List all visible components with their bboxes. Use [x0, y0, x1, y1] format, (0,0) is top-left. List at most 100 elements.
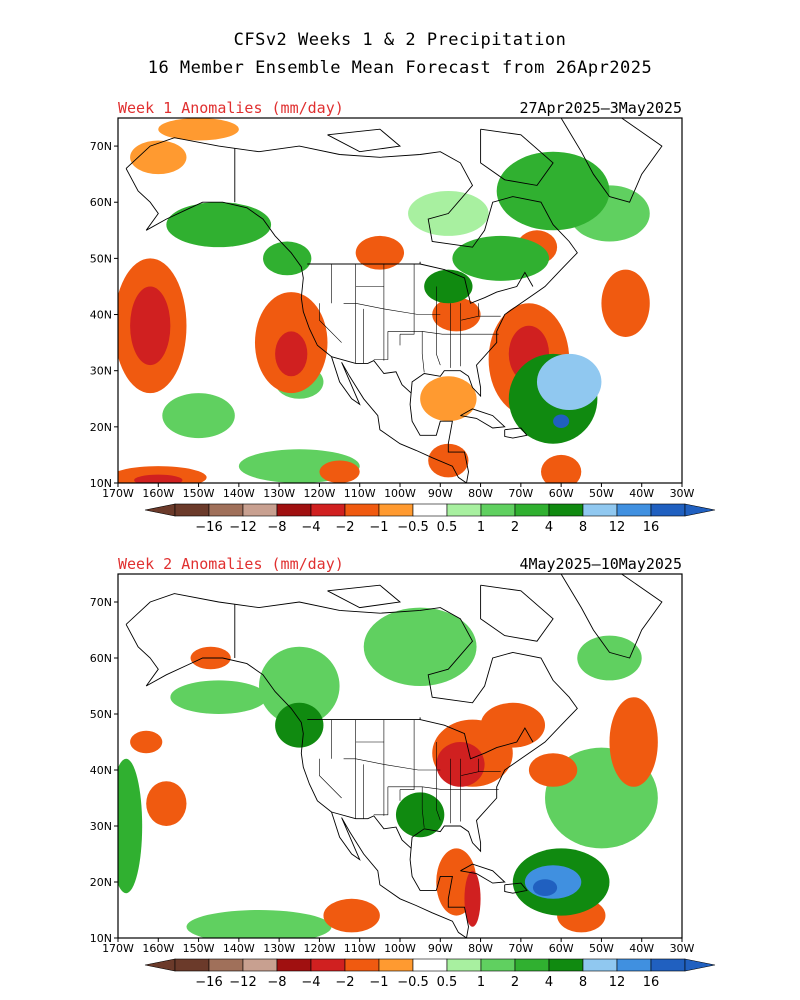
anomaly-dry-trop-atlantic: [541, 454, 582, 483]
coastline-baffin-island: [480, 128, 554, 186]
colorbar-segment: [616, 958, 652, 972]
state-border: [387, 786, 499, 790]
lon-tick-label: 80W: [468, 942, 493, 955]
week1-period: 27Apr2025–3May2025: [519, 99, 682, 117]
state-border: [436, 286, 441, 366]
colorbar-segment: [446, 958, 482, 972]
coastline-cuba: [460, 408, 506, 429]
anomaly-dry-ohio: [432, 297, 481, 332]
anomaly-wet-hudson-bay: [363, 607, 477, 686]
anomaly-wet-canada-w: [259, 646, 340, 726]
lat-tick-label: 10N: [90, 932, 112, 945]
colorbar-label: 2: [511, 520, 519, 535]
colorbar-segment: [276, 503, 312, 517]
colorbar-2: −16 −12 −8 −4 −2 −1 −0.5 0.5 1 2 4 8 12 16: [144, 958, 716, 990]
lon-tick-label: 60W: [549, 942, 574, 955]
colorbar-segment: [174, 958, 210, 972]
colorbar-segment: [344, 958, 380, 972]
coastline-hispaniola: [504, 882, 528, 894]
lat-tick-label: 40N: [90, 309, 112, 322]
state-border: [436, 742, 441, 821]
anomaly-dry-n-atlantic: [609, 697, 658, 787]
colorbar-segment: [480, 958, 516, 972]
lon-tick-label: 170W: [102, 942, 134, 955]
country-border: [331, 356, 412, 394]
anomaly-dry-trop-pacific-core: [134, 474, 183, 483]
anomaly-dry-alaska-nw: [130, 140, 187, 175]
colorbar-label: −12: [229, 975, 256, 990]
colorbar-segment: [412, 503, 448, 517]
anomaly-dry-pacific-45n: [130, 730, 163, 754]
anomaly-dry-atlantic-38n: [528, 753, 578, 787]
lon-tick-label: 30W: [670, 487, 695, 500]
anomaly-dry-quebec: [480, 702, 546, 748]
lon-tick-label: 150W: [183, 942, 215, 955]
coastline-victoria-island: [327, 584, 402, 609]
anomaly-wet-trop-pacific: [186, 910, 332, 938]
anomaly-wet-bc-coast: [263, 241, 312, 276]
state-border: [400, 719, 415, 790]
lon-tick-label: 100W: [384, 487, 416, 500]
colorbar-segment: [446, 503, 482, 517]
colorbar-label: 2: [511, 975, 519, 990]
anomaly-wet-n-atlantic: [496, 151, 610, 231]
anomaly-dry-yucatan-core: [464, 870, 481, 927]
anomaly-dry-e-pacific-110w: [319, 460, 360, 483]
coastline-greenland: [559, 118, 663, 203]
colorbar-segment: [310, 958, 346, 972]
anomaly-dry-n-plains: [355, 235, 405, 270]
colorbar-segment: [514, 503, 550, 517]
lat-tick-label: 40N: [90, 764, 112, 777]
coastline-hispaniola: [504, 427, 528, 439]
colorbar-segment: [650, 503, 686, 517]
lat-tick-label: 70N: [90, 140, 112, 153]
colorbar-segment: [310, 503, 346, 517]
state-border: [387, 331, 499, 335]
colorbar-label: −12: [229, 520, 256, 535]
colorbar-label: −1: [369, 975, 388, 990]
state-border: [319, 758, 342, 799]
colorbar-label: 0.5: [437, 520, 458, 535]
colorbar-segment: [548, 958, 584, 972]
week2-period: 4May2025–10May2025: [519, 555, 682, 573]
coastline-north-america: [125, 593, 578, 938]
lon-tick-label: 170W: [102, 487, 134, 500]
lat-tick-label: 50N: [90, 252, 112, 265]
colorbar-label: 1: [477, 520, 485, 535]
state-border: [343, 758, 441, 771]
colorbar-label: −16: [195, 520, 222, 535]
anomaly-wet-bc: [275, 702, 324, 748]
anomaly-dry-e-pacific-core: [275, 331, 308, 377]
colorbar-segment: [514, 958, 550, 972]
state-border: [373, 331, 389, 360]
coastline-victoria-island: [327, 128, 402, 153]
lon-tick-label: 70W: [508, 487, 533, 500]
lon-tick-label: 90W: [428, 942, 453, 955]
colorbar-label: −1: [369, 520, 388, 535]
anomaly-wet-mid-atl: [536, 353, 602, 410]
lon-tick-label: 160W: [142, 942, 174, 955]
colorbar-segment: [582, 503, 618, 517]
colorbar-segment: [582, 958, 618, 972]
anomaly-dry-e-pacific: [323, 898, 380, 933]
colorbar-segment: [276, 958, 312, 972]
colorbar-segment: [174, 503, 210, 517]
lon-tick-label: 140W: [223, 487, 255, 500]
lon-tick-label: 120W: [303, 942, 335, 955]
coastline-north-america: [125, 137, 578, 483]
colorbar-label: −0.5: [397, 520, 429, 535]
colorbar-segment: [242, 958, 278, 972]
title-line-1: CFSv2 Weeks 1 & 2 Precipitation: [233, 30, 567, 50]
lat-tick-label: 10N: [90, 477, 112, 490]
colorbar-label: 1: [477, 975, 485, 990]
title-line-2: 16 Member Ensemble Mean Forecast from 26…: [147, 58, 653, 78]
anomaly-dry-pacific-38n: [146, 781, 187, 826]
colorbar-segment: [208, 503, 244, 517]
colorbar-label: −8: [267, 520, 286, 535]
colorbar-arrow-left: [144, 958, 176, 972]
state-border: [421, 331, 425, 373]
colorbar-label: 0.5: [437, 975, 458, 990]
